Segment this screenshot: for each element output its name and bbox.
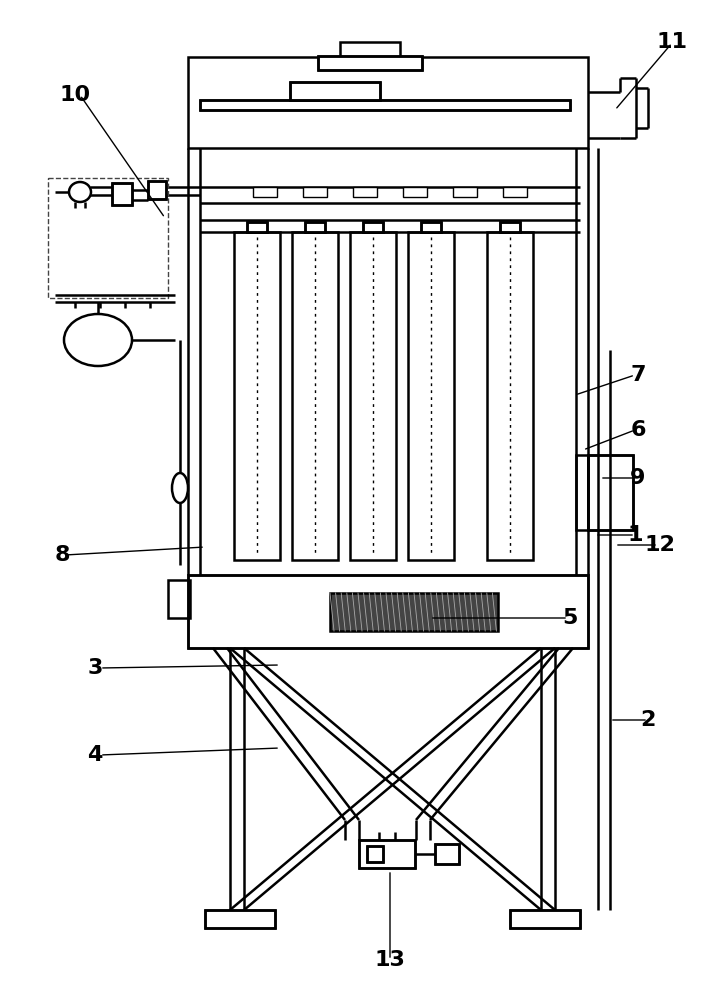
Bar [435,844,459,864]
Bar [290,82,380,100]
Bar [253,187,277,197]
Text: 13: 13 [375,950,406,970]
Bar [148,181,166,199]
Text: 10: 10 [60,85,91,105]
Bar [205,910,275,928]
Bar [363,222,383,232]
Bar [510,910,580,928]
Bar [487,232,533,560]
Text: 1: 1 [627,525,643,545]
Bar [188,57,588,148]
Bar [148,181,166,199]
Bar [359,840,415,868]
Bar [168,580,190,618]
Bar [48,178,168,298]
Bar [303,187,327,197]
Bar [112,183,132,205]
Text: 2: 2 [641,710,656,730]
Bar [503,187,527,197]
Text: 4: 4 [87,745,103,765]
Bar [510,910,580,928]
Bar [318,56,422,70]
Bar [403,187,427,197]
Text: 7: 7 [631,365,646,385]
Text: 8: 8 [54,545,70,565]
Bar [353,187,377,197]
Bar [112,183,132,205]
Bar [234,232,280,560]
Bar [247,222,267,232]
Ellipse shape [64,314,132,366]
Bar [367,846,383,862]
Text: 12: 12 [644,535,675,555]
Bar [421,222,441,232]
Bar [350,232,396,560]
Ellipse shape [69,182,91,202]
Bar [205,910,275,928]
Bar [305,222,325,232]
Text: 11: 11 [656,32,687,52]
Bar [247,222,267,232]
Bar [500,222,520,232]
Bar [363,222,383,232]
Text: 3: 3 [87,658,103,678]
Bar [435,844,459,864]
Text: 5: 5 [562,608,577,628]
Bar [188,575,588,648]
Text: 6: 6 [631,420,646,440]
Bar [200,100,570,110]
Bar [305,222,325,232]
Bar [359,840,415,868]
Bar [367,846,383,862]
Bar [330,593,498,631]
Ellipse shape [172,473,188,503]
Bar [318,56,422,70]
Bar [188,575,588,648]
Bar [421,222,441,232]
Bar [290,82,380,100]
Bar [408,232,454,560]
Bar [500,222,520,232]
Bar [453,187,477,197]
Bar [292,232,338,560]
Bar [588,455,633,530]
Bar [200,100,570,110]
Bar [576,455,588,530]
Bar [340,42,400,60]
Bar [588,455,633,530]
Text: 9: 9 [631,468,646,488]
